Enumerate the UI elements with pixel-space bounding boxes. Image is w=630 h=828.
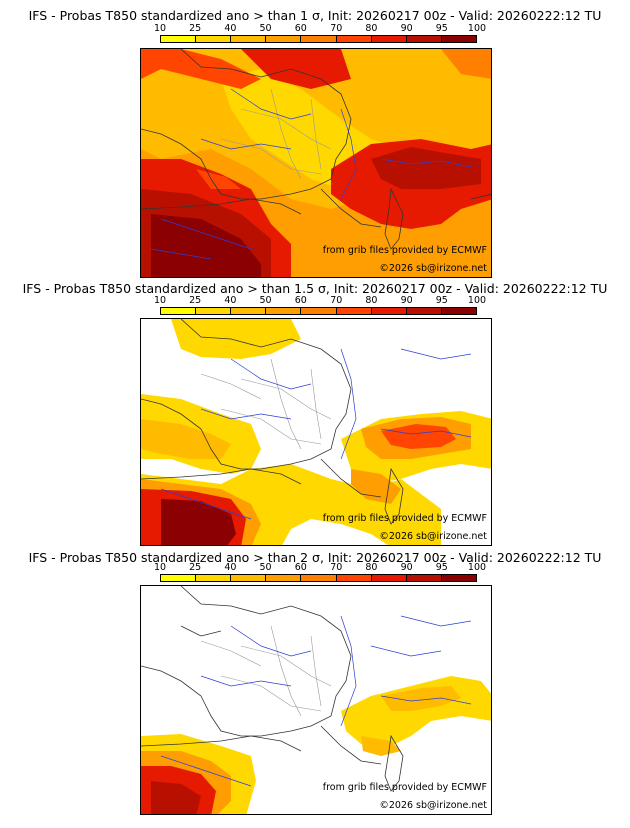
map-fields — [141, 49, 491, 277]
color-swatch — [196, 36, 232, 42]
tick-label: 25 — [189, 295, 202, 306]
colorbar-legend: 10 25 40 50 60 70 80 90 95 100 — [154, 23, 486, 45]
tick-label: 60 — [294, 23, 307, 34]
color-swatch — [336, 36, 372, 42]
colorbar-ticks: 10 25 40 50 60 70 80 90 95 100 — [154, 295, 486, 306]
panel-title: IFS - Probas T850 standardized ano > tha… — [22, 281, 608, 296]
color-swatch — [196, 575, 232, 581]
tick-label: 40 — [224, 295, 237, 306]
probability-map: from grib files provided by ECMWF ©2026 … — [140, 48, 492, 278]
copyright-credit: ©2026 sb@irizone.net — [379, 800, 487, 811]
panel-2-sigma: IFS - Probas T850 standardized ano > tha… — [0, 546, 630, 818]
colorbar-legend: 10 25 40 50 60 70 80 90 95 100 — [154, 295, 486, 317]
tick-label: 25 — [189, 23, 202, 34]
source-credit: from grib files provided by ECMWF — [322, 782, 487, 793]
tick-label: 70 — [330, 23, 343, 34]
color-swatch — [336, 575, 372, 581]
tick-label: 40 — [224, 23, 237, 34]
panel-1-sigma: IFS - Probas T850 standardized ano > tha… — [0, 0, 630, 278]
map-fields — [141, 319, 491, 545]
panel-title: IFS - Probas T850 standardized ano > tha… — [28, 550, 602, 565]
tick-label: 90 — [400, 562, 413, 573]
tick-label: 25 — [189, 562, 202, 573]
color-swatch — [441, 308, 476, 314]
color-swatch — [161, 575, 197, 581]
colorbar-ticks: 10 25 40 50 60 70 80 90 95 100 — [154, 562, 486, 573]
color-swatch — [231, 36, 267, 42]
color-swatch — [371, 308, 407, 314]
copyright-credit: ©2026 sb@irizone.net — [379, 263, 487, 274]
tick-label: 95 — [435, 23, 448, 34]
tick-label: 95 — [435, 562, 448, 573]
tick-label: 50 — [259, 295, 272, 306]
map-fields — [141, 586, 491, 814]
colorbar-ticks: 10 25 40 50 60 70 80 90 95 100 — [154, 23, 486, 34]
tick-label: 70 — [330, 295, 343, 306]
color-swatch — [231, 308, 267, 314]
color-swatch — [406, 308, 442, 314]
tick-label: 80 — [365, 23, 378, 34]
colorbar-legend: 10 25 40 50 60 70 80 90 95 100 — [154, 562, 486, 584]
color-swatch — [441, 36, 476, 42]
color-swatch — [301, 308, 337, 314]
tick-label: 50 — [259, 23, 272, 34]
color-swatch — [161, 36, 197, 42]
tick-label: 50 — [259, 562, 272, 573]
color-swatch — [406, 36, 442, 42]
color-swatch — [161, 308, 197, 314]
color-swatch — [441, 575, 476, 581]
tick-label: 100 — [467, 562, 487, 573]
color-swatch — [196, 308, 232, 314]
tick-label: 80 — [365, 295, 378, 306]
tick-label: 70 — [330, 562, 343, 573]
colorbar — [160, 35, 477, 43]
panel-title: IFS - Probas T850 standardized ano > tha… — [28, 8, 602, 23]
tick-label: 10 — [153, 23, 167, 34]
color-swatch — [301, 575, 337, 581]
probability-map: from grib files provided by ECMWF ©2026 … — [140, 318, 492, 546]
copyright-credit: ©2026 sb@irizone.net — [379, 531, 487, 542]
tick-label: 90 — [400, 23, 413, 34]
tick-label: 60 — [294, 562, 307, 573]
source-credit: from grib files provided by ECMWF — [322, 245, 487, 256]
tick-label: 60 — [294, 295, 307, 306]
color-swatch — [371, 36, 407, 42]
color-swatch — [371, 575, 407, 581]
color-swatch — [266, 575, 302, 581]
colorbar — [160, 574, 477, 582]
color-swatch — [266, 308, 302, 314]
colorbar — [160, 307, 477, 315]
tick-label: 100 — [467, 295, 487, 306]
color-swatch — [266, 36, 302, 42]
source-credit: from grib files provided by ECMWF — [322, 513, 487, 524]
panel-1-5-sigma: IFS - Probas T850 standardized ano > tha… — [0, 276, 630, 546]
tick-label: 80 — [365, 562, 378, 573]
tick-label: 40 — [224, 562, 237, 573]
tick-label: 10 — [153, 562, 167, 573]
color-swatch — [406, 575, 442, 581]
color-swatch — [231, 575, 267, 581]
color-swatch — [336, 308, 372, 314]
tick-label: 90 — [400, 295, 413, 306]
color-swatch — [301, 36, 337, 42]
tick-label: 10 — [153, 295, 167, 306]
tick-label: 100 — [467, 23, 487, 34]
probability-map: from grib files provided by ECMWF ©2026 … — [140, 585, 492, 815]
tick-label: 95 — [435, 295, 448, 306]
